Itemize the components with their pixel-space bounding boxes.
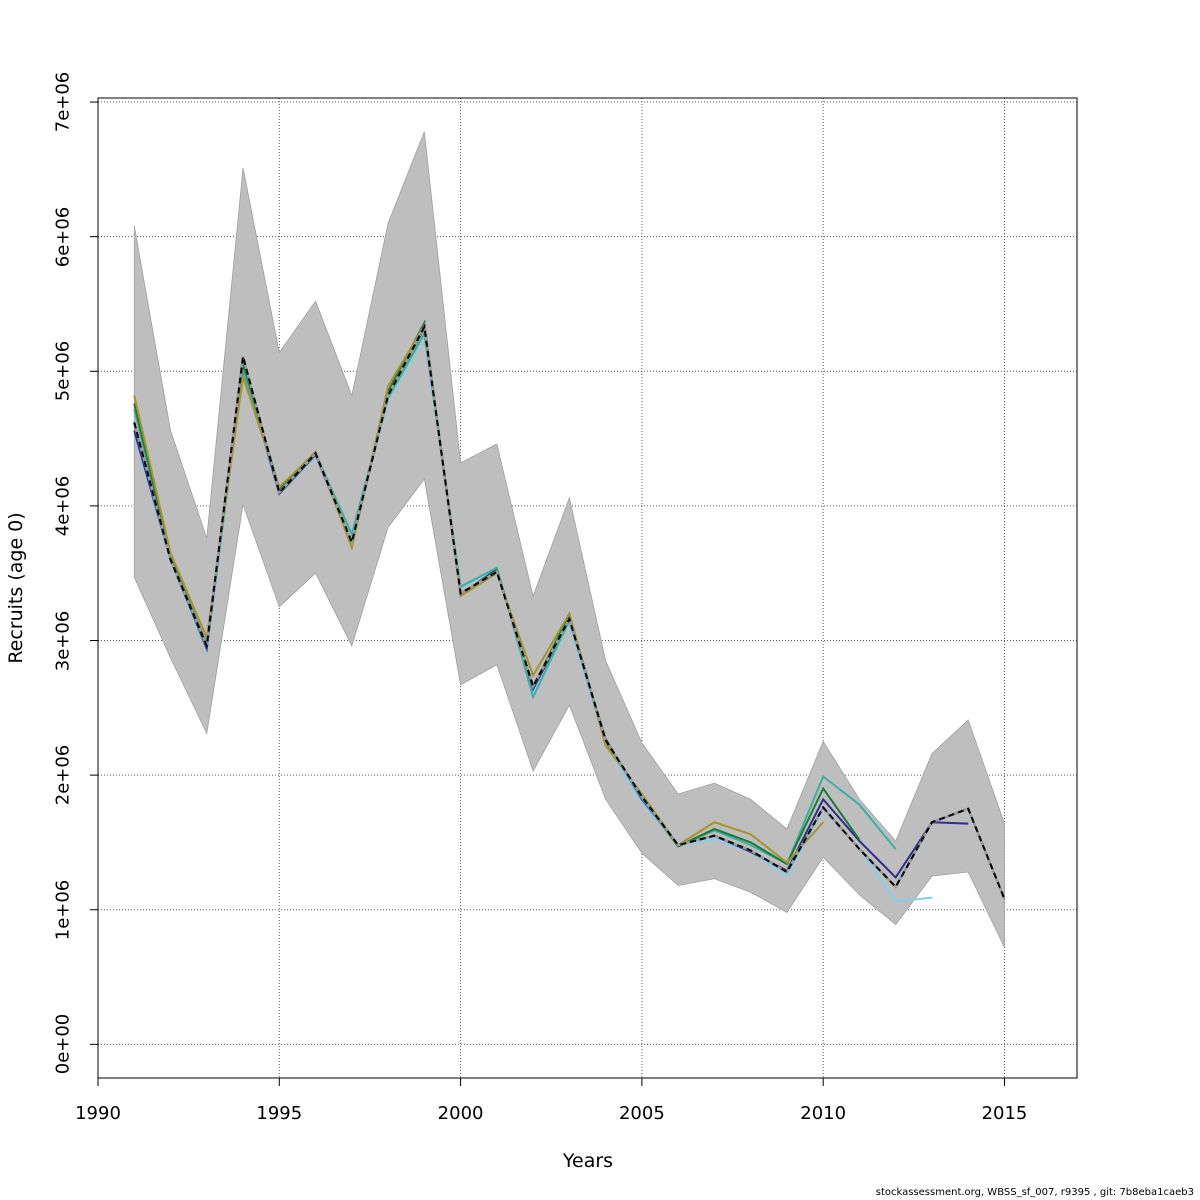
x-tick-label: 2005: [618, 1103, 665, 1124]
footer-credit: stockassessment.org, WBSS_sf_007, r9395 …: [875, 1187, 1194, 1198]
x-tick-label: 2010: [800, 1103, 847, 1124]
y-tick-label: 2e+06: [52, 744, 74, 806]
y-axis-label: Recruits (age 0): [5, 512, 27, 664]
y-tick-label: 6e+06: [52, 206, 74, 267]
y-tick-label: 0e+00: [52, 1014, 74, 1075]
x-tick-label: 2015: [981, 1103, 1028, 1124]
x-tick-label: 1995: [256, 1103, 303, 1124]
confidence-band: [133, 131, 1005, 948]
x-tick-label: 2000: [437, 1103, 484, 1124]
confidence-band-area: [133, 131, 1005, 948]
y-tick-label: 7e+06: [52, 71, 74, 133]
series-line-5: [133, 322, 824, 864]
y-tick-label: 5e+06: [52, 341, 74, 402]
x-tick-label: 1990: [75, 1103, 121, 1124]
y-tick-label: 1e+06: [52, 879, 74, 940]
series-lines: [133, 319, 1006, 903]
axis-ticks: [90, 101, 1005, 1086]
y-tick-label: 4e+06: [52, 475, 74, 537]
series-line-6: [133, 323, 1006, 900]
x-axis-label: Years: [562, 1150, 614, 1172]
y-tick-label: 3e+06: [52, 610, 74, 671]
